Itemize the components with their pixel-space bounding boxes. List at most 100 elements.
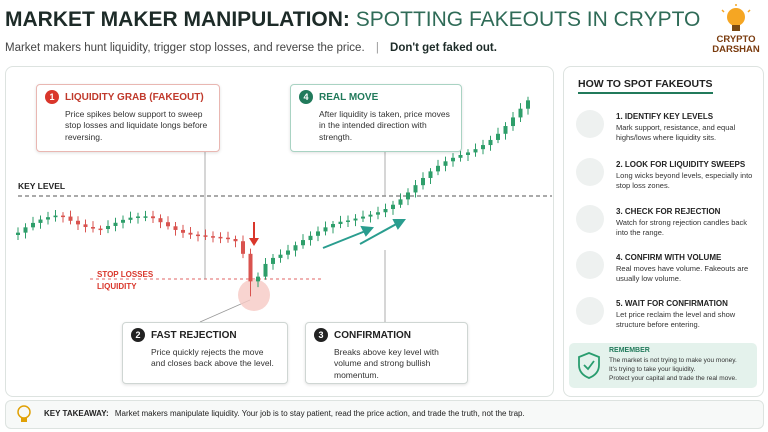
- candle-body: [233, 239, 238, 242]
- candle-body: [83, 224, 88, 228]
- candle-body: [53, 215, 58, 218]
- callout-text: Breaks above key level with volume and s…: [334, 347, 439, 380]
- candle-body: [113, 222, 118, 226]
- tip-icon: [576, 110, 604, 138]
- remember-lines: The market is not trying to make you mon…: [609, 356, 737, 383]
- remember-line: Protect your capital and trade the real …: [609, 375, 737, 383]
- callout-text: Price quickly rejects the move and close…: [151, 347, 274, 369]
- stop-loss-label: STOP LOSSES LIQUIDITY: [97, 269, 153, 292]
- candle-body: [338, 221, 343, 225]
- candle-body: [158, 218, 163, 223]
- candle-body: [16, 232, 20, 235]
- callout-number: 4: [299, 90, 313, 104]
- candle-body: [271, 257, 275, 264]
- callout-number: 2: [131, 328, 145, 342]
- callout-number: 3: [314, 328, 328, 342]
- candle-body: [488, 139, 493, 146]
- candle-body: [173, 226, 178, 230]
- candle-body: [106, 225, 110, 229]
- candle-body: [368, 214, 373, 217]
- candle-body: [256, 276, 260, 282]
- candle-body: [68, 216, 73, 221]
- tip-title: 1. IDENTIFY KEY LEVELS: [616, 112, 714, 121]
- candle-body: [436, 165, 440, 172]
- subtitle-emphasis: Don't get faked out.: [390, 42, 497, 54]
- candle-body: [143, 216, 148, 218]
- candle-body: [263, 263, 268, 277]
- tip: 4. CONFIRM WITH VOLUME Real moves have vo…: [616, 253, 761, 284]
- candle-body: [316, 231, 320, 236]
- candle-body: [473, 149, 478, 153]
- stop-loss-text: STOP LOSSES: [97, 270, 154, 279]
- candle-body: [383, 209, 388, 213]
- candle-body: [428, 171, 433, 178]
- candle-body: [406, 192, 410, 200]
- candle-body: [511, 117, 515, 127]
- candle-body: [76, 220, 80, 225]
- candle-body: [188, 232, 193, 235]
- subtitle: Market makers hunt liquidity, trigger st…: [5, 42, 365, 54]
- tip: 1. IDENTIFY KEY LEVELS Mark support, resi…: [616, 112, 761, 143]
- takeaway-label: KEY TAKEAWAY:: [44, 409, 109, 418]
- candle-body: [61, 215, 65, 218]
- candle-body: [376, 212, 380, 215]
- tip-title: 3. CHECK FOR REJECTION: [616, 207, 721, 216]
- tip: 2. LOOK FOR LIQUIDITY SWEEPS Long wicks b…: [616, 160, 761, 191]
- candle-body: [38, 219, 43, 223]
- candle-body: [518, 108, 523, 118]
- remember-box: REMEMBER The market is not trying to mak…: [569, 343, 757, 388]
- title-row: MARKET MAKER MANIPULATION: SPOTTING FAKE…: [5, 8, 700, 32]
- shield-icon: [578, 352, 600, 379]
- tip: 5. WAIT FOR CONFIRMATION Let price reclai…: [616, 299, 761, 330]
- candle-body: [278, 254, 283, 258]
- tips-title: HOW TO SPOT FAKEOUTS: [578, 78, 713, 94]
- tip-icon: [576, 297, 604, 325]
- tip-text: Mark support, resistance, and equal high…: [616, 123, 736, 143]
- candle-body: [451, 157, 455, 162]
- tip-icon: [576, 251, 604, 279]
- candle-body: [31, 222, 35, 228]
- candle-body: [413, 185, 418, 193]
- candle-body: [346, 220, 350, 222]
- candle-body: [218, 236, 223, 239]
- logo: CRYPTO DARSHAN: [704, 34, 768, 56]
- remember-line: It's trying to take your liquidity.: [609, 366, 696, 374]
- candle-body: [226, 237, 230, 240]
- candle-body: [391, 204, 395, 210]
- candle-body: [361, 216, 365, 219]
- tip-icon: [576, 205, 604, 233]
- candle-body: [466, 152, 470, 155]
- callout-text: Price spikes below support to sweep stop…: [65, 109, 208, 142]
- candle-body: [128, 217, 133, 220]
- callout-title: FAST REJECTION: [151, 330, 237, 341]
- candle-body: [398, 199, 403, 205]
- tip: 3. CHECK FOR REJECTION Watch for strong r…: [616, 207, 761, 238]
- candle-body: [91, 227, 95, 229]
- tip-text: Long wicks beyond levels, especially int…: [616, 171, 753, 191]
- candle-body: [503, 126, 508, 134]
- callout-title: LIQUIDITY GRAB (FAKEOUT): [65, 92, 204, 103]
- candle-body: [98, 228, 103, 231]
- callout: 4 REAL MOVE After liquidity is taken, pr…: [290, 84, 462, 152]
- tip-title: 5. WAIT FOR CONFIRMATION: [616, 299, 728, 308]
- candle-body: [151, 216, 155, 219]
- candle-body: [203, 235, 208, 237]
- liquidity-text: LIQUIDITY: [97, 281, 137, 291]
- key-level-label: KEY LEVEL: [18, 181, 66, 191]
- title-accent: SPOTTING FAKEOUTS IN CRYPTO: [355, 8, 701, 31]
- candle-body: [301, 240, 305, 246]
- candle-body: [211, 236, 215, 238]
- candle-body: [481, 145, 485, 150]
- candle-body: [181, 229, 185, 233]
- candle-body: [323, 227, 328, 232]
- candle-body: [293, 245, 298, 251]
- tip-text: Real moves have volume. Fakeouts are usu…: [616, 264, 749, 284]
- remember-title: REMEMBER: [609, 347, 650, 354]
- candle-body: [248, 253, 253, 282]
- callout: 3 CONFIRMATION Breaks above key level wi…: [305, 322, 468, 384]
- subtitle-row: Market makers hunt liquidity, trigger st…: [5, 42, 497, 54]
- candle-body: [136, 216, 140, 218]
- takeaway-text: Market makers manipulate liquidity. Your…: [114, 409, 525, 418]
- takeaway: KEY TAKEAWAY: Market makers manipulate l…: [44, 409, 525, 418]
